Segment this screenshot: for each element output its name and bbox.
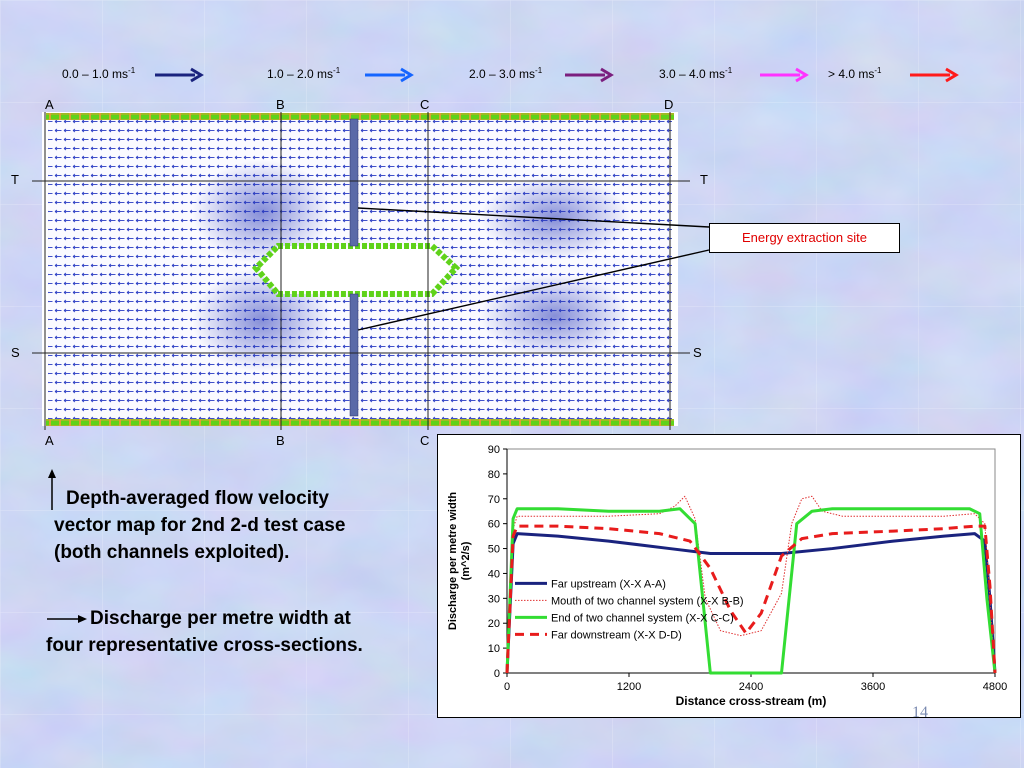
legend-entry-3: Far downstream (X-X D-D) bbox=[551, 629, 682, 641]
y-axis-label-line: (m^2/s) bbox=[460, 541, 472, 580]
section-label-d-top: D bbox=[664, 97, 674, 112]
section-label-t-right: T bbox=[700, 172, 708, 187]
y-tick-label: 50 bbox=[488, 544, 500, 556]
section-label-t-left: T bbox=[11, 172, 19, 187]
y-tick-label: 80 bbox=[488, 469, 500, 481]
legend-arrowhead-2 bbox=[600, 67, 614, 83]
legend-item-0: 0.0 – 1.0 ms-1 bbox=[62, 66, 136, 81]
legend-item-1: 1.0 – 2.0 ms-1 bbox=[267, 66, 341, 81]
y-tick-label: 70 bbox=[488, 494, 500, 506]
x-tick-label: 1200 bbox=[617, 681, 641, 693]
legend-arrowhead-1 bbox=[400, 67, 414, 83]
extraction-fence-south bbox=[349, 293, 359, 417]
plot-area bbox=[506, 448, 996, 674]
discharge-chart-svg: 0 10 20 30 40 50 60 70 80 90 0 1200 2400 3600 4800 Dist… bbox=[447, 444, 1007, 708]
vector-map-caption-line-3: (both channels exploited). bbox=[54, 542, 290, 563]
extraction-fence-north bbox=[349, 118, 359, 247]
vector-map-caption: Depth-averaged flow velocity vector map … bbox=[54, 485, 345, 566]
page-number: 14 bbox=[912, 704, 928, 721]
vector-map-caption-line-2: vector map for 2nd 2-d test case bbox=[54, 515, 346, 536]
section-label-s-left: S bbox=[11, 345, 20, 360]
x-axis-label: Distance cross-stream (m) bbox=[676, 694, 827, 708]
vector-map bbox=[42, 112, 678, 426]
x-tick-label: 4800 bbox=[983, 681, 1007, 693]
section-label-c-bottom: C bbox=[420, 433, 430, 448]
legend-item-3: 3.0 – 4.0 ms-1 bbox=[659, 66, 733, 81]
north-wall bbox=[46, 113, 674, 120]
legend-item-4: > 4.0 ms-1 bbox=[828, 66, 882, 81]
section-lines bbox=[32, 112, 690, 430]
discharge-caption-line-2: four representative cross-sections. bbox=[46, 635, 363, 656]
island bbox=[251, 243, 461, 297]
callout-leaders bbox=[357, 207, 710, 331]
legend-arrowhead-0 bbox=[190, 67, 204, 83]
series-line-1 bbox=[506, 495, 996, 674]
y-tick-label: 90 bbox=[488, 444, 500, 456]
legend-arrowhead-3 bbox=[795, 67, 809, 83]
y-tick-label: 30 bbox=[488, 593, 500, 605]
y-tick-label: 40 bbox=[488, 568, 500, 580]
section-label-c-top: C bbox=[420, 97, 430, 112]
y-tick-label: 20 bbox=[488, 618, 500, 630]
legend-entry-2: End of two channel system (X-X C-C) bbox=[551, 612, 734, 624]
discharge-caption: Discharge per metre width at four repres… bbox=[46, 605, 363, 659]
y-tick-label: 0 bbox=[494, 668, 500, 680]
y-tick-label: 10 bbox=[488, 643, 500, 655]
legend-entry-0: Far upstream (X-X A-A) bbox=[551, 578, 666, 590]
section-label-a-bottom: A bbox=[45, 433, 54, 448]
series-line-2 bbox=[505, 507, 997, 675]
x-tick-label: 2400 bbox=[739, 681, 763, 693]
x-tick-label: 0 bbox=[504, 681, 510, 693]
caption-arrows bbox=[47, 469, 87, 623]
x-tick-label: 3600 bbox=[861, 681, 885, 693]
discharge-chart: 0 10 20 30 40 50 60 70 80 90 0 1200 2400 3600 4800 Dist… bbox=[437, 434, 1021, 718]
energy-extraction-callout: Energy extraction site bbox=[709, 223, 900, 253]
y-tick-label: 60 bbox=[488, 519, 500, 531]
section-label-b-top: B bbox=[276, 97, 285, 112]
y-axis-label: Discharge per metre width(m^2/s) bbox=[447, 492, 472, 630]
discharge-caption-line-1: Discharge per metre width at bbox=[90, 608, 351, 629]
series-line-3 bbox=[505, 524, 997, 674]
section-label-a-top: A bbox=[45, 97, 54, 112]
legend-entry-1: Mouth of two channel system (X-X B-B) bbox=[551, 595, 744, 607]
section-label-s-right: S bbox=[693, 345, 702, 360]
vector-map-caption-line-1: Depth-averaged flow velocity bbox=[66, 488, 329, 509]
south-wall bbox=[46, 419, 674, 426]
legend-arrowhead-4 bbox=[945, 67, 959, 83]
legend-arrows bbox=[155, 67, 959, 83]
series-line-0 bbox=[505, 532, 997, 674]
y-axis-label-line: Discharge per metre width bbox=[447, 492, 459, 630]
legend-item-2: 2.0 – 3.0 ms-1 bbox=[469, 66, 543, 81]
section-label-b-bottom: B bbox=[276, 433, 285, 448]
